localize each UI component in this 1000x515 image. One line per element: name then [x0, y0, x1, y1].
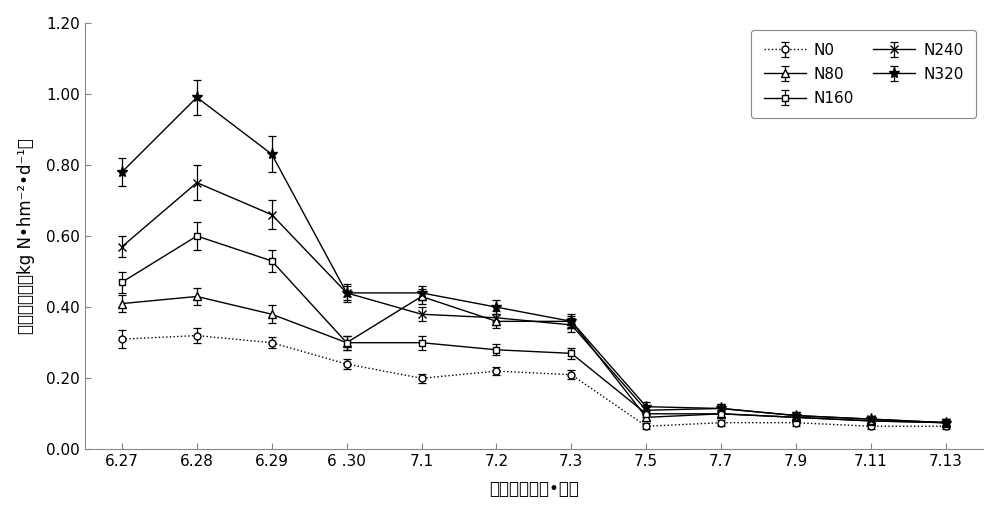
Y-axis label: 氨挥发速率（kg N•hm⁻²•d⁻¹）: 氨挥发速率（kg N•hm⁻²•d⁻¹）	[17, 138, 35, 334]
Legend: N0, N80, N160, N240, N320: N0, N80, N160, N240, N320	[751, 30, 976, 118]
X-axis label: 测定日期（月•日）: 测定日期（月•日）	[489, 480, 579, 499]
